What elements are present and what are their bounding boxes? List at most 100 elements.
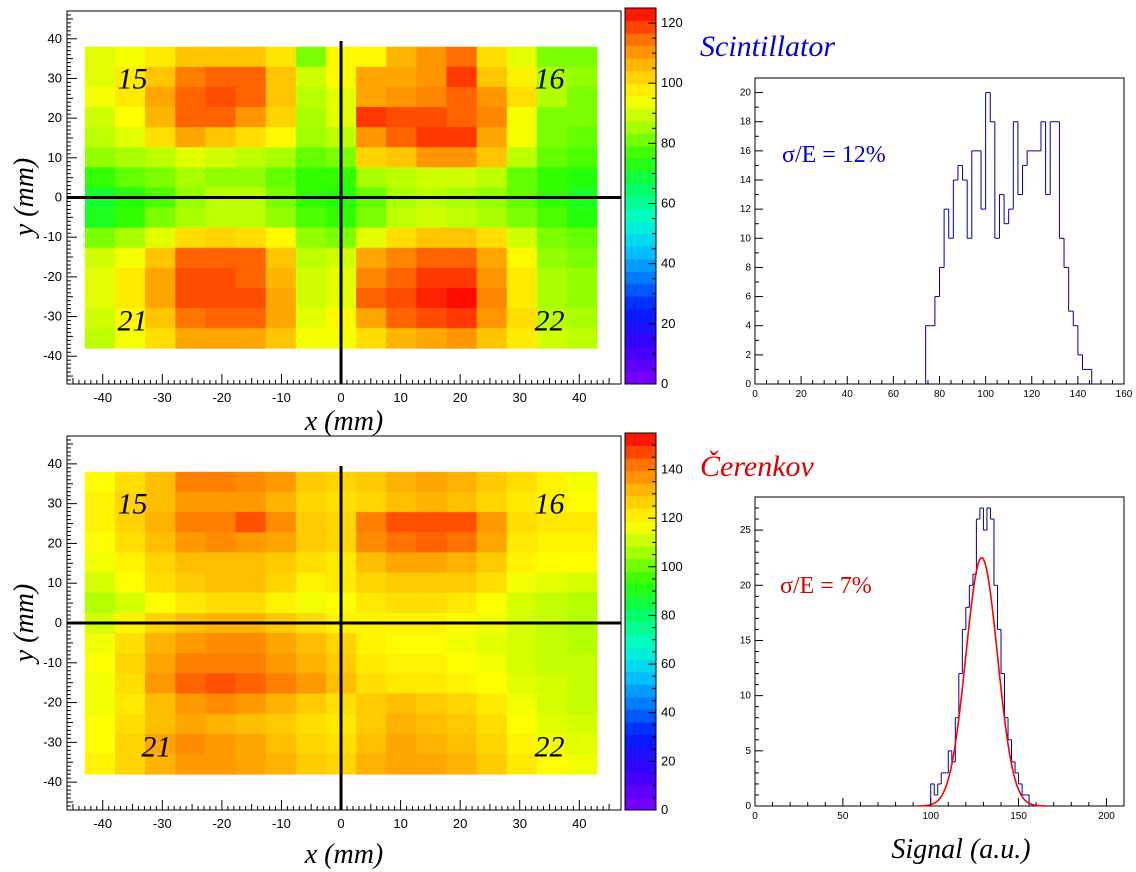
scintillator-cell	[205, 287, 236, 309]
scintillator-colorbar: 0 20 40 60 80 100 120	[624, 7, 683, 391]
cerenkov-cell	[175, 754, 206, 775]
scintillator-colorbar-swatch	[625, 371, 656, 385]
scintillator-cell	[446, 86, 478, 108]
cerenkov-colorbar-swatch	[625, 797, 656, 811]
scintillator-cell	[265, 167, 297, 188]
scintillator-cell	[386, 308, 417, 329]
scintillator-colorbar-frame	[624, 7, 657, 385]
cerenkov-cell	[235, 552, 267, 574]
scintillator-histogram-x-tick-label: 80	[934, 389, 946, 400]
cerenkov-cell	[476, 754, 508, 775]
scintillator-quadrant-label: 21	[118, 305, 148, 338]
cerenkov-cell	[446, 653, 478, 674]
cerenkov-cell	[356, 673, 387, 694]
scintillator-cell	[446, 328, 478, 349]
scintillator-cell	[356, 207, 387, 229]
cerenkov-cell	[265, 713, 297, 735]
cerenkov-cell	[175, 572, 206, 594]
scintillator-cell	[567, 107, 598, 128]
scintillator-colorbar-swatch	[625, 33, 656, 47]
cerenkov-colorbar-swatch	[625, 458, 656, 472]
scintillator-cell	[175, 86, 206, 108]
scintillator-cell	[235, 86, 267, 108]
scintillator-cell	[476, 167, 508, 188]
cerenkov-cell	[567, 592, 598, 614]
cerenkov-cell	[386, 552, 417, 574]
scintillator-colorbar-swatch	[625, 95, 656, 109]
cerenkov-cell	[235, 754, 267, 775]
cerenkov-cell	[386, 673, 417, 694]
cerenkov-x-tick-label: 0	[337, 816, 344, 831]
scintillator-cell	[416, 328, 447, 349]
scintillator-histogram-y-tick-label: 16	[740, 146, 752, 157]
cerenkov-cell	[295, 754, 327, 775]
cerenkov-cell	[175, 693, 206, 715]
cerenkov-cell	[536, 693, 568, 715]
cerenkov-heatmap-x-ticks: -40 -30 -20 -10 0 10 20 30 40	[72, 800, 610, 831]
cerenkov-cell	[265, 733, 297, 755]
scintillator-cell	[446, 207, 478, 229]
scintillator-cell	[175, 328, 206, 349]
scintillator-histogram-y-tick-label: 4	[745, 321, 751, 332]
scintillator-cell	[536, 287, 568, 309]
scintillator-cell	[145, 308, 176, 329]
cerenkov-colorbar-swatch	[625, 709, 656, 723]
cerenkov-cell	[446, 713, 478, 735]
cerenkov-cell	[84, 754, 116, 775]
cerenkov-cell	[506, 512, 538, 533]
scintillator-cell	[506, 147, 538, 168]
scintillator-y-tick-label: 10	[48, 150, 62, 165]
scintillator-cell	[446, 267, 478, 289]
cerenkov-cell	[175, 653, 206, 674]
cerenkov-cell	[145, 572, 176, 594]
cerenkov-histogram-steps	[930, 507, 1030, 806]
scintillator-cell	[145, 227, 176, 249]
cerenkov-cell	[567, 532, 598, 553]
cerenkov-cell	[265, 633, 297, 654]
cerenkov-colorbar-swatch	[625, 508, 656, 522]
cerenkov-cell	[416, 633, 447, 654]
cerenkov-cell	[386, 572, 417, 594]
scintillator-histogram-x-tick-label: 40	[842, 389, 854, 400]
scintillator-cell	[476, 227, 508, 249]
cerenkov-cell	[356, 532, 387, 553]
scintillator-cell	[416, 147, 447, 168]
scintillator-cell	[115, 328, 146, 349]
cerenkov-histogram-panel: 0 50 100 150 200 0 5 10 15 20 25 Čerenkov σ/E = 7…	[700, 450, 1125, 865]
scintillator-cell	[476, 66, 508, 88]
scintillator-cell	[235, 247, 267, 269]
cerenkov-cell	[416, 754, 447, 775]
scintillator-cell	[84, 267, 116, 289]
scintillator-cell	[175, 147, 206, 168]
scintillator-colorbar-swatch	[625, 346, 656, 360]
scintillator-cell	[567, 308, 598, 329]
scintillator-cell	[265, 287, 297, 309]
scintillator-cell	[506, 328, 538, 349]
cerenkov-cell	[536, 653, 568, 674]
cerenkov-cell	[476, 733, 508, 755]
cerenkov-colorbar-swatch	[625, 671, 656, 685]
cerenkov-histogram-y-tick-label: 5	[745, 746, 751, 757]
cerenkov-cell	[476, 713, 508, 735]
scintillator-cell	[356, 127, 387, 148]
scintillator-cell	[115, 247, 146, 269]
scintillator-heatmap-panel: -40 -30 -20 -10 0 10 20 30 40 -40 -30 -20 -10 0 10 20 3…	[9, 7, 683, 437]
cerenkov-cell	[145, 733, 176, 755]
scintillator-colorbar-swatch	[625, 20, 656, 34]
scintillator-cell	[265, 86, 297, 108]
scintillator-histogram-x-tick-label: 20	[796, 389, 808, 400]
scintillator-cell	[84, 167, 116, 188]
cerenkov-colorbar-swatch	[625, 571, 656, 585]
cerenkov-cell	[175, 633, 206, 654]
cerenkov-cell	[205, 491, 236, 513]
cerenkov-cell	[386, 754, 417, 775]
scintillator-cell	[84, 207, 116, 229]
cerenkov-cell	[476, 592, 508, 614]
cerenkov-cell	[115, 754, 146, 775]
scintillator-cell	[476, 86, 508, 108]
scintillator-heatmap-x-ticks: -40 -30 -20 -10 0 10 20 30 40	[72, 374, 610, 405]
cerenkov-cell	[536, 471, 568, 493]
cerenkov-colorbar-swatch	[625, 747, 656, 761]
cerenkov-histogram-y-tick-label: 25	[740, 525, 752, 536]
